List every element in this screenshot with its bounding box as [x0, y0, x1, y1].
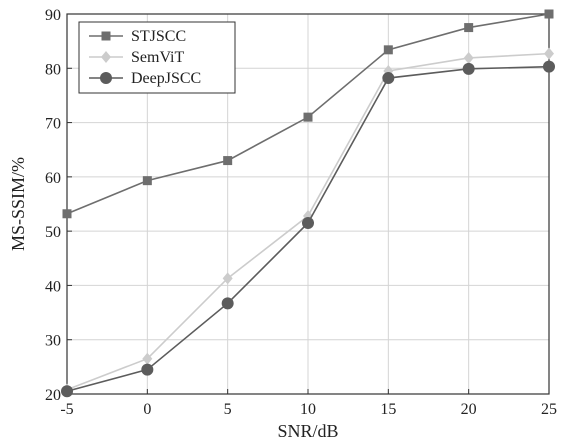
stjscc-point	[62, 209, 72, 219]
y-tick-label: 70	[45, 116, 61, 133]
y-tick-label: 20	[45, 387, 61, 404]
x-tick-label: -5	[60, 401, 73, 418]
series-lines	[61, 9, 555, 398]
deepjscc-point	[141, 363, 154, 376]
legend-label-semvit: SemViT	[131, 49, 184, 66]
semvit-point	[463, 51, 474, 64]
legend-label-stjscc: STJSCC	[131, 28, 186, 45]
semvit-point	[142, 352, 153, 365]
deepjscc-point	[61, 385, 73, 398]
x-tick-label: 15	[380, 401, 396, 418]
x-tick-label: 25	[541, 401, 557, 418]
y-tick-label: 90	[45, 7, 61, 24]
legend-item-stjscc: STJSCC	[89, 28, 186, 45]
legend-marker-semvit	[101, 51, 111, 63]
y-axis-ticks: 20 30 40 50 60 70 80 90	[45, 7, 72, 404]
series-deepjscc	[61, 60, 555, 398]
legend: STJSCC SemViT DeepJSCC	[78, 21, 236, 94]
legend-marker-deepjscc	[100, 72, 112, 84]
semvit-point	[222, 272, 233, 285]
stjscc-point	[464, 23, 474, 33]
stjscc-point	[544, 9, 554, 19]
deepjscc-point	[302, 217, 314, 229]
deepjscc-point	[221, 297, 234, 310]
y-tick-label: 80	[45, 61, 61, 78]
stjscc-point	[383, 45, 393, 55]
stjscc-point	[142, 176, 152, 186]
series-semvit	[62, 47, 554, 396]
legend-marker-stjscc	[101, 31, 111, 41]
semvit-point	[544, 47, 554, 60]
series-stjscc	[62, 9, 554, 219]
legend-item-deepjscc: DeepJSCC	[89, 70, 201, 87]
deepjscc-point	[462, 62, 475, 75]
y-tick-label: 40	[45, 278, 61, 295]
x-axis-ticks: -5 0 5 10 15 20 25	[60, 389, 557, 418]
stjscc-point	[303, 112, 313, 122]
y-tick-label: 60	[45, 170, 61, 187]
deepjscc-point	[382, 72, 395, 85]
x-tick-label: 10	[300, 401, 316, 418]
legend-label-deepjscc: DeepJSCC	[131, 70, 201, 87]
x-tick-label: 5	[224, 401, 232, 418]
x-tick-label: 0	[143, 401, 151, 418]
y-axis-label: MS-SSIM/%	[8, 157, 28, 251]
y-tick-label: 30	[45, 333, 61, 350]
x-axis-label: SNR/dB	[277, 421, 338, 441]
legend-item-semvit: SemViT	[89, 49, 184, 66]
stjscc-point	[223, 156, 233, 166]
x-tick-label: 20	[461, 401, 477, 418]
y-tick-label: 50	[45, 224, 61, 241]
deepjscc-point	[543, 60, 555, 73]
